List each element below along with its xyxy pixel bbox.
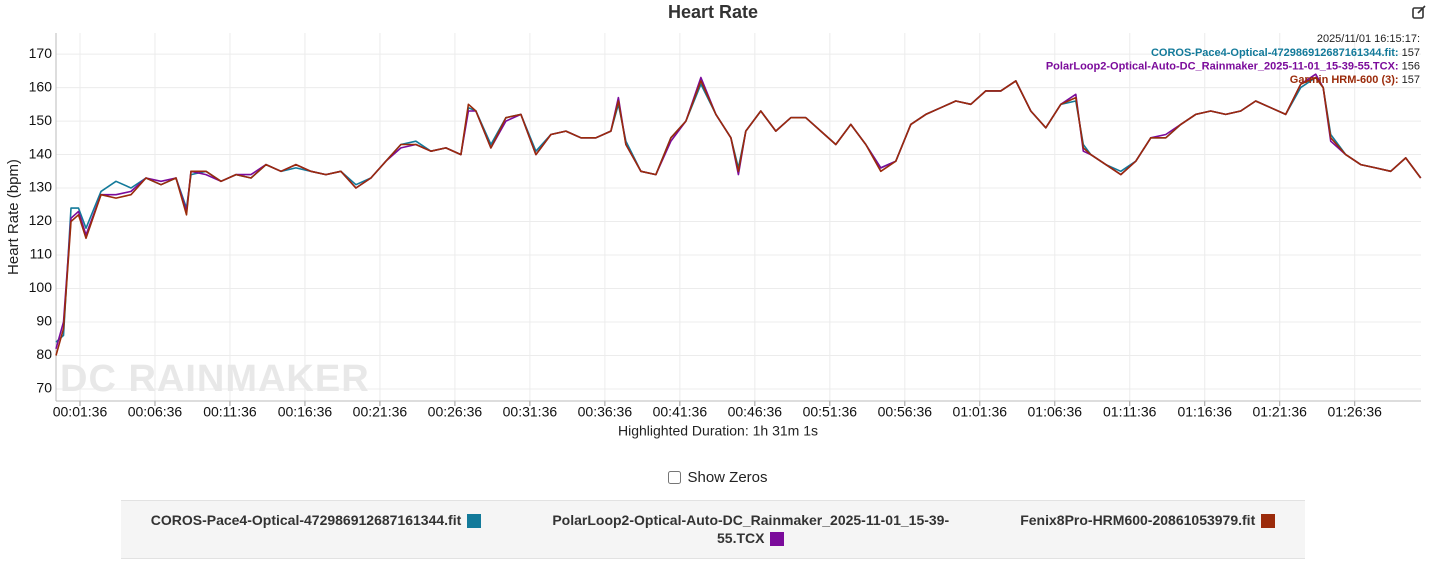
legend-swatch [467, 514, 482, 529]
legend-item[interactable]: COROS-Pace4-Optical-472986912687161344.f… [151, 501, 482, 529]
y-tick-label: 80 [36, 346, 52, 362]
legend: COROS-Pace4-Optical-472986912687161344.f… [121, 500, 1305, 559]
y-tick-label: 130 [29, 179, 53, 195]
tooltip-name: Garmin HRM-600 (3): [1290, 74, 1399, 86]
x-tick-label: 00:41:36 [653, 404, 708, 420]
tooltip-title: 2025/11/01 16:15:17: [1317, 33, 1420, 45]
y-tick-label: 170 [29, 45, 53, 61]
y-tick-label: 70 [36, 380, 52, 396]
legend-label: Fenix8Pro-HRM600-20861053979.fit [1020, 512, 1256, 528]
y-tick-label: 120 [29, 212, 53, 228]
legend-item[interactable]: PolarLoop2-Optical-Auto-DC_Rainmaker_202… [541, 501, 961, 547]
x-tick-label: 01:11:36 [1103, 404, 1157, 420]
chart: Heart Rate Heart Rate (bpm) Highlighted … [5, 2, 1426, 439]
tooltip-name: COROS-Pace4-Optical-472986912687161344.f… [1151, 47, 1399, 59]
y-axis-label: Heart Rate (bpm) [5, 159, 22, 275]
series-line [55, 76, 1422, 343]
legend-item[interactable]: Fenix8Pro-HRM600-20861053979.fit [1020, 501, 1276, 529]
tooltip-row: PolarLoop2-Optical-Auto-DC_Rainmaker_202… [1046, 60, 1420, 72]
series-line [55, 73, 1422, 350]
legend-swatch [1261, 514, 1276, 529]
x-tick-label: 01:06:36 [1028, 404, 1083, 420]
y-tick-label: 160 [29, 78, 53, 94]
x-tick-label: 01:16:36 [1177, 404, 1232, 420]
watermark: DC RAINMAKER [60, 358, 370, 400]
tooltip-row: COROS-Pace4-Optical-472986912687161344.f… [1151, 47, 1420, 59]
x-tick-label: 00:06:36 [128, 404, 183, 420]
series-line [55, 76, 1422, 356]
y-tick-label: 100 [29, 279, 53, 295]
x-tick-label: 00:36:36 [578, 404, 633, 420]
x-tick-label: 00:51:36 [803, 404, 858, 420]
x-tick-label: 01:26:36 [1327, 404, 1382, 420]
x-tick-label: 00:46:36 [728, 404, 783, 420]
x-tick-label: 00:16:36 [278, 404, 333, 420]
show-zeros-control[interactable]: Show Zeros [0, 469, 1436, 486]
legend-label: PolarLoop2-Optical-Auto-DC_Rainmaker_202… [552, 512, 950, 546]
y-tick-label: 140 [29, 145, 53, 161]
x-axis-label: Highlighted Duration: 1h 31m 1s [618, 423, 818, 439]
tooltip-value: 156 [1402, 60, 1420, 72]
x-tick-label: 00:56:36 [878, 404, 933, 420]
x-tick-label: 00:01:36 [53, 404, 108, 420]
legend-label: COROS-Pace4-Optical-472986912687161344.f… [150, 512, 462, 528]
x-tick-label: 00:21:36 [353, 404, 408, 420]
x-tick-label: 00:11:36 [203, 404, 257, 420]
x-tick-label: 01:21:36 [1252, 404, 1307, 420]
legend-swatch [770, 532, 785, 547]
tooltip-value: 157 [1402, 47, 1420, 59]
edit-icon[interactable] [1412, 5, 1426, 19]
y-tick-label: 150 [29, 112, 53, 128]
x-tick-label: 00:26:36 [428, 404, 483, 420]
x-tick-label: 01:01:36 [953, 404, 1008, 420]
y-tick-label: 90 [36, 313, 52, 329]
checkbox-label[interactable]: Show Zeros [687, 469, 768, 486]
tooltip-value: 157 [1402, 74, 1420, 86]
tooltip-name: PolarLoop2-Optical-Auto-DC_Rainmaker_202… [1046, 60, 1399, 72]
x-tick-label: 00:31:36 [503, 404, 558, 420]
chart-title: Heart Rate [668, 2, 758, 22]
y-tick-label: 110 [30, 246, 53, 262]
tooltip-row: Garmin HRM-600 (3): 157 [1290, 74, 1420, 86]
show-zeros-checkbox[interactable] [668, 470, 682, 484]
